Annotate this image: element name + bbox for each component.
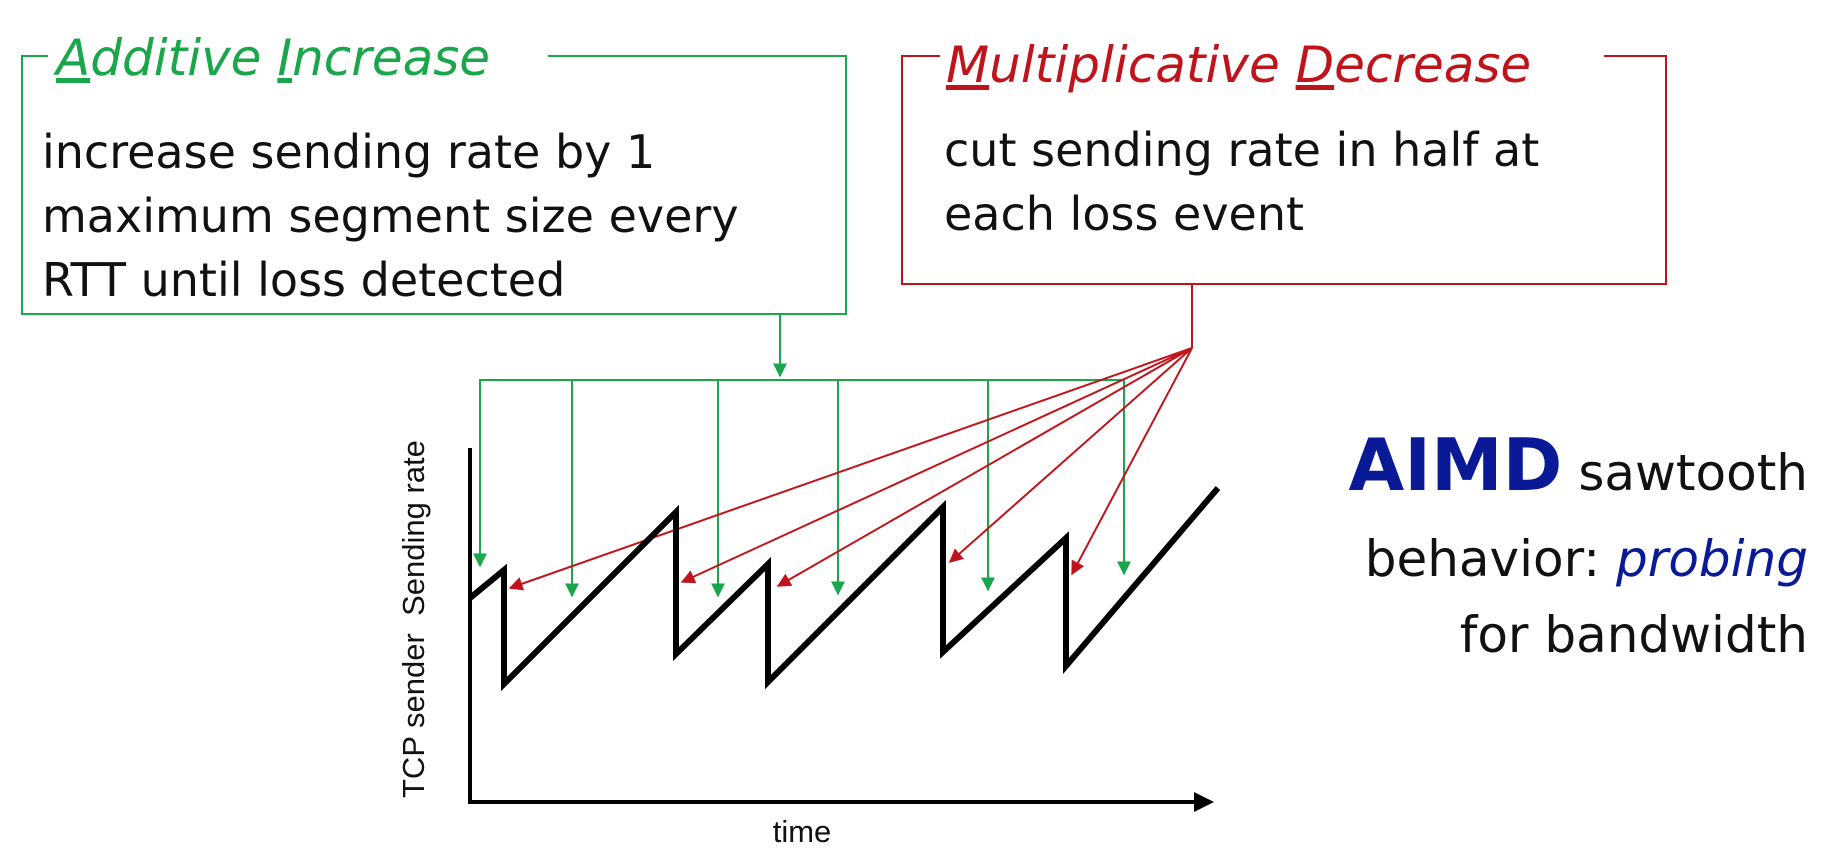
graph-axes: TCP sender Sending rate time: [396, 440, 1214, 849]
additive-title-part2: ncrease: [292, 29, 490, 87]
aimd-caption-line-2: behavior: probing: [1365, 530, 1808, 588]
aimd-line2-start: behavior:: [1365, 530, 1616, 588]
multiplicative-arrow-3: [776, 347, 1193, 587]
multiplicative-box-border: [901, 55, 1667, 285]
additive-title-letter-a: A: [53, 29, 90, 87]
aimd-bold-label: AIMD: [1349, 423, 1563, 507]
additive-increase-box: Additive Increase increase sending rate …: [21, 29, 847, 315]
additive-line-3: RTT until loss detected: [42, 253, 565, 307]
aimd-caption-line-1: AIMD sawtooth: [1349, 423, 1809, 507]
aimd-caption: AIMD sawtooth behavior: probing for band…: [1349, 423, 1809, 664]
sawtooth-curve: [468, 486, 1221, 692]
additive-line-2: maximum segment size every: [42, 189, 739, 243]
multiplicative-arrow-2: [680, 347, 1193, 584]
multiplicative-arrow-4: [948, 347, 1193, 563]
multiplicative-decrease-box: Multiplicative Decrease cut sending rate…: [901, 36, 1667, 285]
multiplicative-arrow-1: [508, 347, 1193, 591]
multiplicative-title-letter-m: M: [946, 36, 989, 94]
additive-title-part1: dditive: [90, 29, 277, 87]
additive-box-title: Additive Increase: [53, 29, 490, 87]
aimd-probing-word: probing: [1615, 530, 1808, 588]
multiplicative-title-part2: ecrease: [1334, 36, 1531, 94]
multiplicative-line-2: each loss event: [944, 187, 1304, 241]
multiplicative-box-title: Multiplicative Decrease: [946, 36, 1531, 94]
multiplicative-title-letter-d: D: [1296, 36, 1335, 94]
multiplicative-title-part1: ultiplicative: [989, 36, 1295, 94]
additive-title-letter-i: I: [277, 29, 292, 87]
x-axis-label: time: [773, 814, 832, 849]
multiplicative-arrow-5: [1071, 347, 1193, 576]
multiplicative-pointer-arrows: [508, 284, 1193, 591]
aimd-line1-rest: sawtooth: [1562, 444, 1808, 502]
aimd-caption-line-3: for bandwidth: [1460, 606, 1808, 664]
additive-box-border: [21, 55, 847, 315]
y-axis-label: TCP sender Sending rate: [396, 440, 431, 798]
multiplicative-line-1: cut sending rate in half at: [944, 123, 1539, 177]
additive-line-1: increase sending rate by 1: [42, 125, 655, 179]
additive-pointer-arrows: [473, 314, 1131, 598]
